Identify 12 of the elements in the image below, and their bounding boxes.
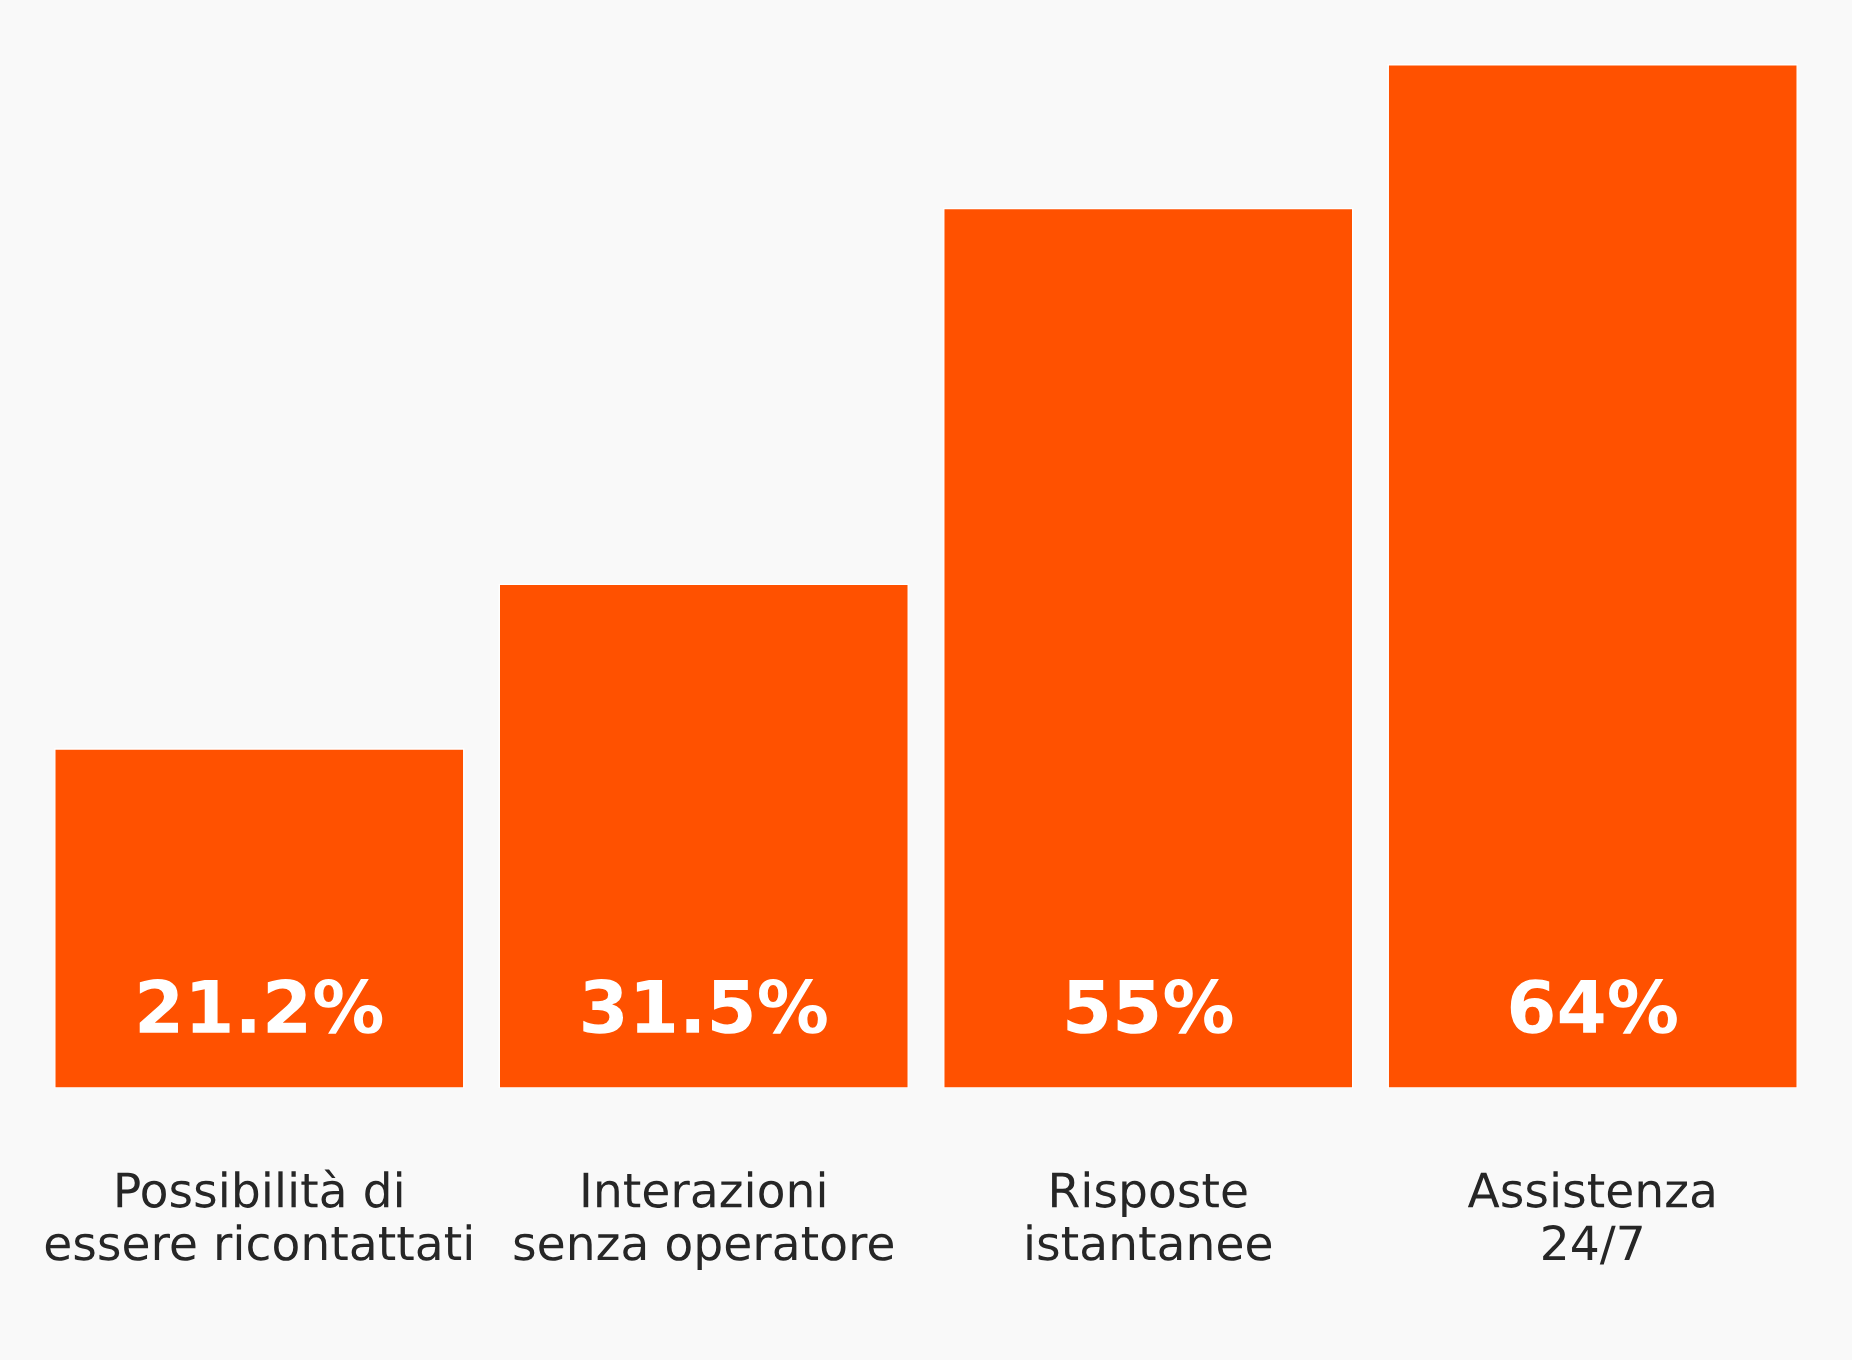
data-label: 31.5% — [583, 979, 827, 1034]
bar — [1387, 64, 1798, 1088]
x-tick-label: Assistenza 24/7 — [1467, 1171, 1714, 1265]
bar — [498, 583, 909, 1088]
bar — [943, 207, 1354, 1088]
data-label: 55% — [1067, 979, 1233, 1034]
x-tick-label: Risposte istantanee — [1027, 1171, 1272, 1261]
data-label: 64% — [1510, 979, 1677, 1034]
x-tick-label: Possibilità di essere ricontattati — [45, 1169, 471, 1261]
bar — [54, 748, 465, 1088]
data-label: 21.2% — [139, 979, 383, 1034]
x-tick-label: Interazioni senza operatore — [514, 1171, 893, 1270]
